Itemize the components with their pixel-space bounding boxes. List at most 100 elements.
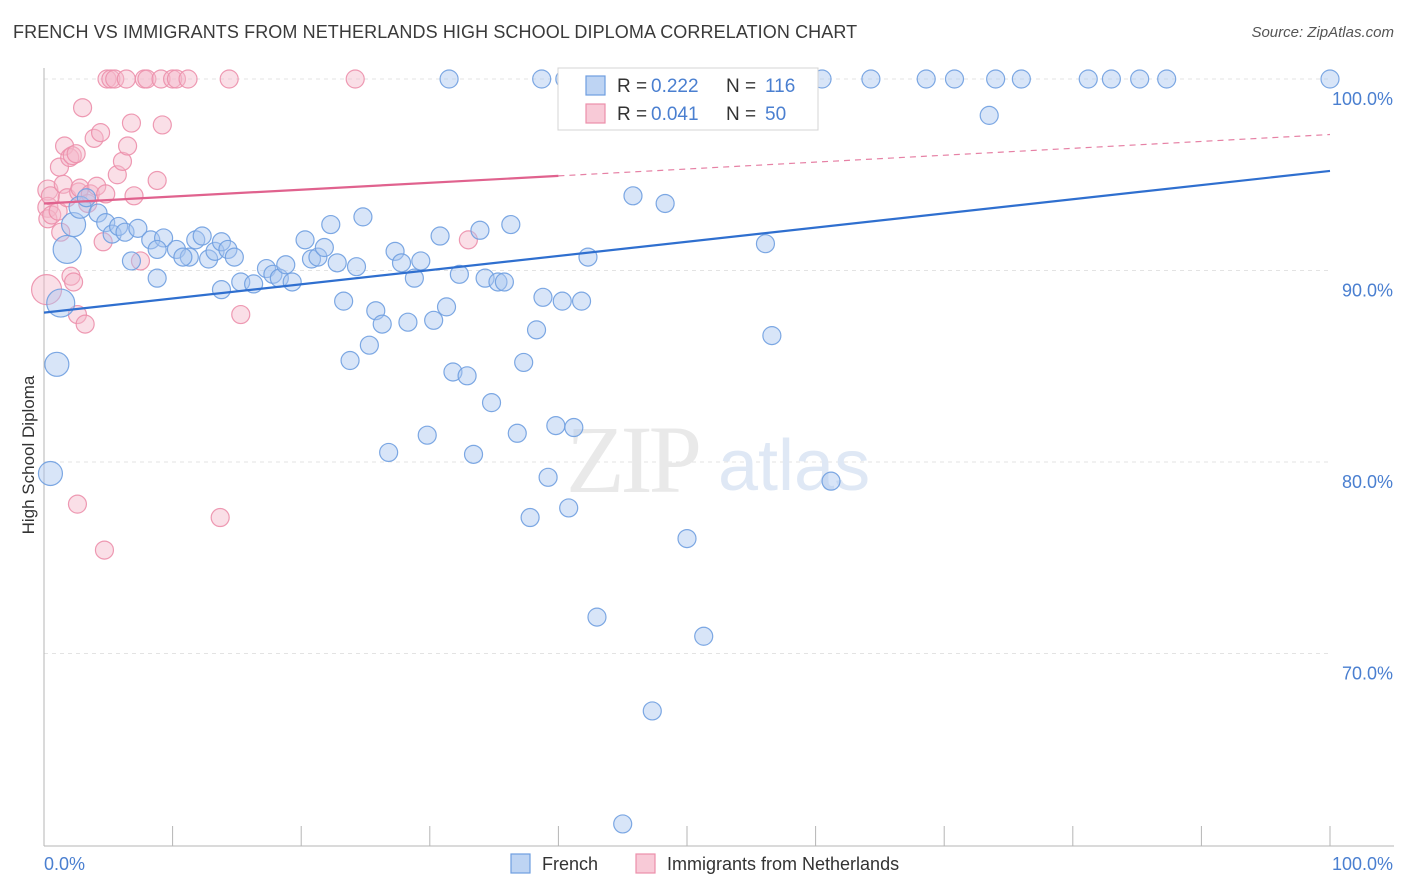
point-french xyxy=(340,350,360,371)
point-french xyxy=(457,366,477,386)
point-french xyxy=(398,312,418,332)
point-french xyxy=(552,291,572,311)
y-tick-label: 80.0% xyxy=(1342,472,1393,492)
point-netherlands xyxy=(96,184,116,204)
point-french xyxy=(559,498,579,518)
point-french xyxy=(439,69,459,89)
point-netherlands xyxy=(116,69,136,89)
legend-swatch-french xyxy=(510,853,531,874)
point-french xyxy=(96,213,116,233)
point-netherlands xyxy=(40,186,61,206)
point-netherlands xyxy=(72,98,93,118)
point-french xyxy=(526,320,547,340)
points-netherlands xyxy=(30,69,478,560)
legend-n-label: N = xyxy=(726,104,756,125)
point-french xyxy=(463,444,484,464)
point-french xyxy=(404,268,424,288)
point-netherlands xyxy=(66,144,86,164)
point-french xyxy=(470,220,490,240)
point-french xyxy=(379,442,399,463)
legend-series: French Immigrants from Netherlands xyxy=(510,853,899,874)
y-tick-label: 90.0% xyxy=(1342,281,1393,301)
point-french xyxy=(295,230,315,250)
point-french xyxy=(385,241,405,261)
points-french xyxy=(37,69,1340,834)
legend-r-label: R = xyxy=(617,76,647,97)
point-netherlands xyxy=(38,209,58,229)
point-netherlands xyxy=(51,222,71,242)
point-french xyxy=(494,272,514,292)
point-french xyxy=(153,228,174,248)
point-netherlands xyxy=(231,304,251,325)
point-netherlands xyxy=(124,186,144,206)
point-french xyxy=(391,253,412,273)
point-french xyxy=(199,249,219,269)
point-netherlands xyxy=(67,494,88,514)
point-netherlands xyxy=(90,123,111,143)
point-netherlands xyxy=(151,69,171,89)
point-french xyxy=(308,247,328,267)
legend-r-value: 0.222 xyxy=(651,76,699,97)
point-french xyxy=(115,222,135,242)
trend-line-netherlands-dashed xyxy=(558,133,1331,177)
point-french xyxy=(514,352,534,373)
point-french xyxy=(121,251,142,271)
point-netherlands xyxy=(345,69,365,89)
point-french xyxy=(532,69,552,89)
point-french xyxy=(443,362,463,382)
point-french xyxy=(587,607,607,627)
point-french xyxy=(346,257,367,277)
point-french xyxy=(1130,69,1150,89)
y-axis-label: High School Diploma xyxy=(19,375,38,534)
point-netherlands xyxy=(166,69,187,89)
chart-title: FRENCH VS IMMIGRANTS FROM NETHERLANDS HI… xyxy=(13,22,858,42)
trend-line-french xyxy=(43,169,1331,314)
point-french xyxy=(533,287,553,307)
point-netherlands xyxy=(63,272,84,292)
point-netherlands xyxy=(75,314,95,334)
point-netherlands xyxy=(121,113,142,133)
point-french xyxy=(1157,69,1177,89)
point-french xyxy=(571,291,592,311)
trend-lines xyxy=(43,133,1331,314)
point-french xyxy=(944,69,965,89)
point-french xyxy=(327,253,347,273)
point-french xyxy=(986,69,1006,89)
legend-swatch xyxy=(585,103,606,124)
legend-label-netherlands: Immigrants from Netherlands xyxy=(667,854,899,874)
point-french xyxy=(1101,69,1121,89)
point-french xyxy=(449,264,469,284)
point-netherlands xyxy=(147,170,167,191)
point-french xyxy=(430,226,450,246)
point-netherlands xyxy=(54,136,75,156)
point-french xyxy=(411,251,431,271)
point-french xyxy=(128,218,148,238)
point-french xyxy=(861,69,881,89)
legend-r-label: R = xyxy=(617,104,647,125)
point-french xyxy=(1078,69,1098,89)
point-french xyxy=(1320,69,1340,89)
legend-label-french: French xyxy=(542,854,598,874)
point-french xyxy=(321,214,341,235)
point-french xyxy=(37,460,64,487)
point-french xyxy=(507,423,527,443)
point-french xyxy=(44,351,70,377)
point-netherlands xyxy=(94,540,115,560)
x-tick-labels: 0.0% 100.0% xyxy=(44,854,1393,874)
point-netherlands xyxy=(137,69,157,89)
point-french xyxy=(147,268,167,288)
point-french xyxy=(481,393,502,413)
x-tick-label: 0.0% xyxy=(44,854,85,874)
point-french xyxy=(755,234,776,254)
point-french xyxy=(173,247,193,267)
point-french xyxy=(613,814,633,834)
point-french xyxy=(179,247,199,267)
point-french xyxy=(417,425,437,445)
point-french xyxy=(211,232,232,252)
legend-r-value: 0.041 xyxy=(651,104,699,125)
point-french xyxy=(334,291,354,311)
legend-swatch-netherlands xyxy=(635,853,656,874)
y-tick-labels: 70.0% 80.0% 90.0% 100.0% xyxy=(1332,89,1393,684)
legend-swatch xyxy=(585,75,606,96)
